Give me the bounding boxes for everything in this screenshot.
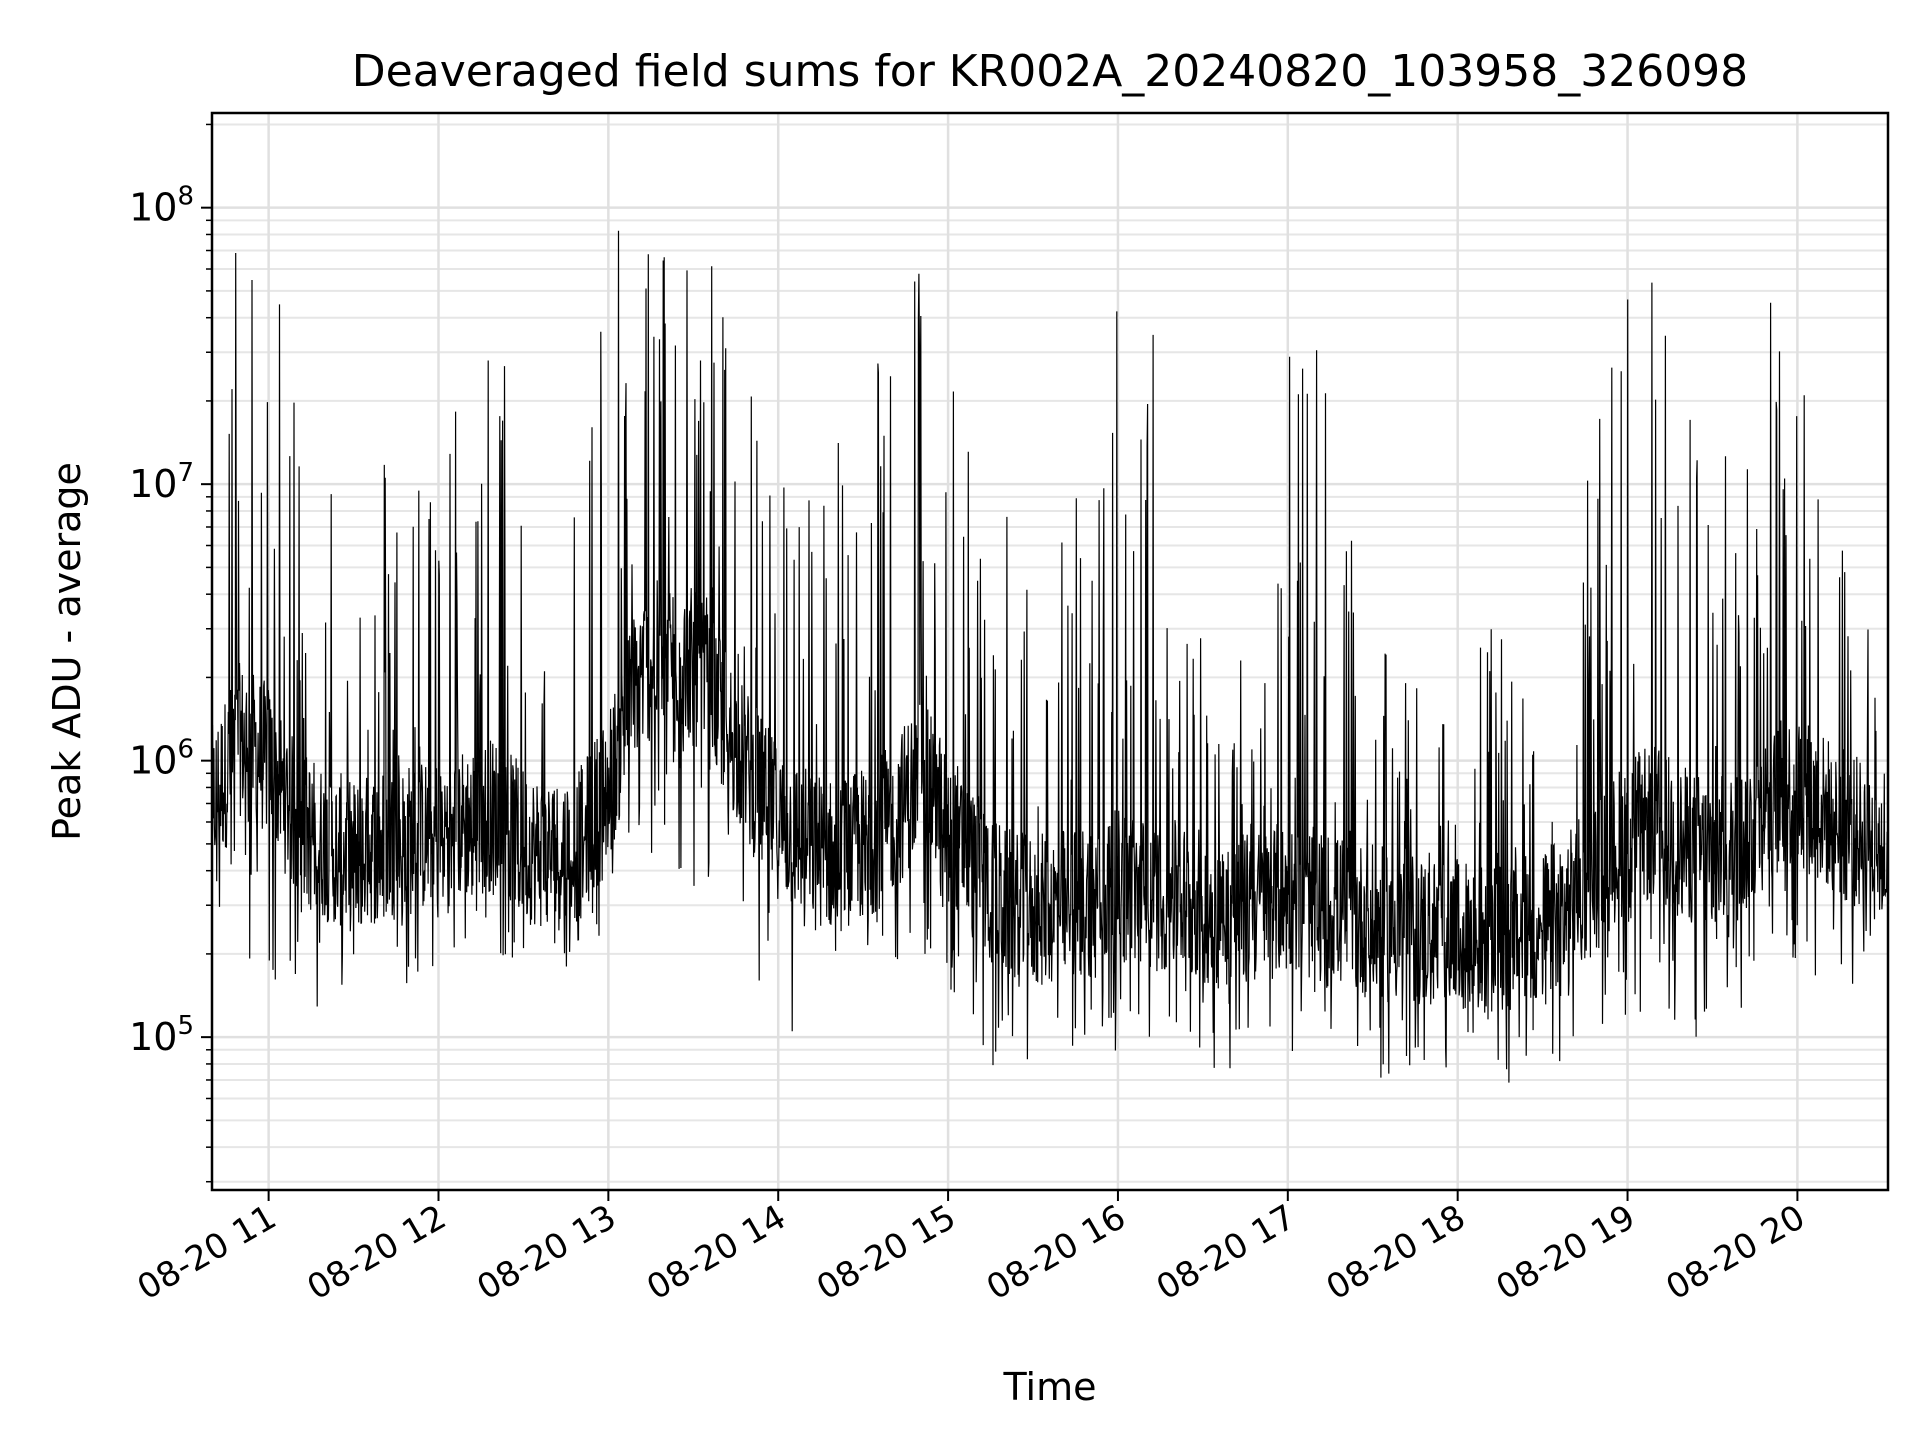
y-tick-label: 105 [129,1011,194,1059]
plot-area [211,230,1889,1083]
axes-frame [210,111,1890,1192]
chart-title: Deaveraged field sums for KR002A_2024082… [352,46,1748,97]
x-tick-label: 08-20 18 [1320,1197,1472,1308]
x-axis-ticks: 08-20 11 08-20 12 08-20 13 08-20 14 08-20 15… [131,1190,1812,1308]
y-tick-label: 107 [129,458,194,506]
x-tick-label: 08-20 15 [810,1197,962,1308]
x-tick-label: 08-20 14 [640,1197,792,1308]
grid [212,113,1888,1190]
y-tick-label: 108 [129,182,194,230]
x-axis-label: Time [1003,1365,1097,1409]
x-tick-label: 08-20 20 [1660,1197,1812,1308]
x-tick-label: 08-20 17 [1150,1197,1302,1308]
x-tick-label: 08-20 13 [470,1197,622,1308]
y-axis-label: Peak ADU - average [45,462,89,841]
series-line [211,230,1889,1083]
y-axis-ticks: 105 106 107 108 [129,123,212,1183]
x-tick-label: 08-20 12 [301,1197,453,1308]
y-tick-label: 106 [129,735,194,783]
x-tick-label: 08-20 11 [131,1197,283,1308]
x-tick-label: 08-20 19 [1490,1197,1642,1308]
x-tick-label: 08-20 16 [980,1197,1132,1308]
